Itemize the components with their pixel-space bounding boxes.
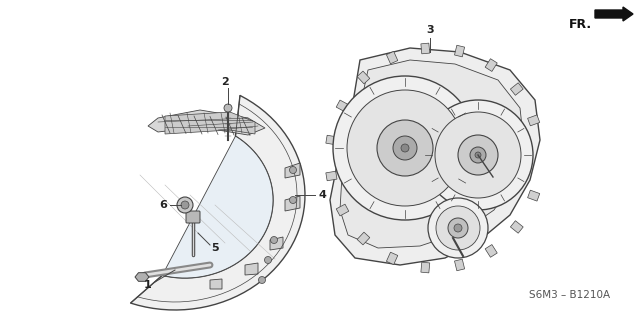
Text: 4: 4 — [318, 190, 326, 200]
Bar — [485, 245, 497, 257]
Circle shape — [428, 198, 488, 258]
Circle shape — [289, 197, 296, 204]
Circle shape — [458, 135, 498, 175]
FancyBboxPatch shape — [186, 211, 200, 223]
Bar — [357, 232, 370, 245]
Circle shape — [181, 201, 189, 209]
Bar — [387, 252, 398, 264]
Circle shape — [271, 236, 278, 243]
Polygon shape — [148, 110, 265, 135]
Polygon shape — [270, 237, 283, 250]
Circle shape — [377, 120, 433, 176]
Polygon shape — [162, 136, 273, 278]
Polygon shape — [340, 60, 524, 248]
Bar — [485, 59, 497, 71]
Circle shape — [259, 277, 266, 284]
Bar — [454, 45, 465, 57]
FancyArrow shape — [595, 7, 633, 21]
Circle shape — [435, 112, 521, 198]
Bar — [387, 51, 398, 64]
Bar — [336, 100, 349, 112]
Bar — [326, 171, 337, 181]
Circle shape — [333, 76, 477, 220]
Polygon shape — [135, 273, 149, 281]
Circle shape — [475, 152, 481, 158]
Polygon shape — [131, 95, 305, 310]
Polygon shape — [165, 112, 255, 134]
Bar — [527, 190, 540, 201]
Text: S6M3 – B1210A: S6M3 – B1210A — [529, 290, 610, 300]
Circle shape — [347, 90, 463, 206]
Bar — [421, 43, 429, 54]
Text: 5: 5 — [211, 243, 219, 253]
Text: 6: 6 — [159, 200, 167, 210]
Polygon shape — [285, 196, 300, 211]
Circle shape — [224, 104, 232, 112]
Polygon shape — [245, 263, 258, 275]
Circle shape — [470, 147, 486, 163]
Bar — [336, 204, 349, 216]
Bar — [511, 83, 524, 95]
Circle shape — [454, 224, 462, 232]
Bar — [326, 135, 337, 145]
Circle shape — [177, 197, 193, 213]
Text: 1: 1 — [144, 280, 152, 290]
Text: FR.: FR. — [569, 18, 592, 31]
Circle shape — [393, 136, 417, 160]
Bar — [454, 259, 465, 271]
Bar — [511, 221, 524, 233]
Circle shape — [401, 144, 409, 152]
Polygon shape — [210, 279, 222, 289]
Text: 3: 3 — [426, 25, 434, 35]
Polygon shape — [330, 48, 540, 265]
Circle shape — [264, 256, 271, 263]
Circle shape — [423, 100, 533, 210]
Circle shape — [448, 218, 468, 238]
Polygon shape — [285, 163, 300, 178]
Bar — [421, 262, 429, 273]
Circle shape — [289, 167, 296, 174]
Text: 2: 2 — [221, 77, 229, 87]
Bar — [357, 71, 370, 84]
Bar — [527, 115, 540, 126]
Circle shape — [436, 206, 480, 250]
